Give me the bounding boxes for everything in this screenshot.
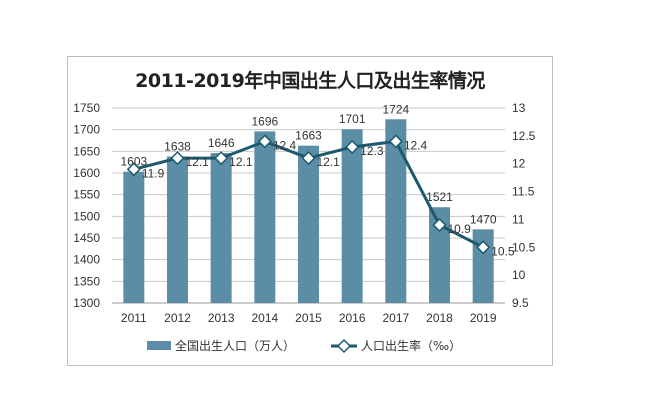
y-left-tick: 1700 xyxy=(73,123,100,137)
y-right-tick: 11 xyxy=(512,212,525,226)
y-left-tick: 1550 xyxy=(73,188,100,202)
bar-data-label: 1724 xyxy=(382,102,409,116)
y-right-tick: 12 xyxy=(512,157,526,171)
rate-marker xyxy=(126,162,141,177)
bar xyxy=(341,129,363,303)
bar xyxy=(167,156,188,303)
bar-data-label: 1603 xyxy=(120,155,147,169)
bar xyxy=(385,119,407,304)
x-tick: 2013 xyxy=(208,311,235,325)
x-tick: 2016 xyxy=(339,311,366,325)
legend-diamond-icon xyxy=(336,338,352,354)
rate-marker xyxy=(214,151,229,166)
bar xyxy=(123,171,145,303)
bar xyxy=(254,131,276,303)
legend-line-label: 人口出生率（‰） xyxy=(361,338,461,353)
bar-data-label: 1663 xyxy=(295,129,322,143)
rate-marker xyxy=(388,134,403,149)
rate-marker xyxy=(476,240,491,255)
rate-marker xyxy=(345,139,360,155)
bar-data-label: 1470 xyxy=(470,212,497,226)
y-right-tick: 9.5 xyxy=(512,296,529,310)
x-tick: 2012 xyxy=(164,311,191,325)
rate-marker xyxy=(301,151,316,166)
chart-frame xyxy=(67,56,553,366)
rate-data-label: 12.1 xyxy=(186,155,210,169)
y-left-tick: 1300 xyxy=(73,296,100,310)
bar xyxy=(429,207,450,303)
rate-data-label: 12.1 xyxy=(317,155,341,169)
rate-data-label: 12.4 xyxy=(404,138,428,152)
rate-data-label: 10.5 xyxy=(491,244,515,258)
y-right-tick: 10.5 xyxy=(512,240,536,254)
rate-data-label: 12.1 xyxy=(229,155,253,169)
y-left-tick: 1500 xyxy=(73,209,100,223)
y-left-tick: 1600 xyxy=(73,166,100,180)
x-tick: 2017 xyxy=(382,311,409,325)
rate-data-label: 10.9 xyxy=(448,222,472,236)
bar xyxy=(298,145,319,303)
x-tick: 2019 xyxy=(470,311,497,325)
y-right-tick: 10 xyxy=(512,268,526,282)
rate-data-label: 12.3 xyxy=(360,144,384,158)
y-left-tick: 1400 xyxy=(73,253,100,267)
x-tick: 2018 xyxy=(426,311,453,325)
x-tick: 2011 xyxy=(121,311,147,325)
bar-data-label: 1521 xyxy=(426,190,453,204)
x-tick: 2015 xyxy=(295,311,322,325)
y-left-tick: 1750 xyxy=(73,101,100,115)
bar-data-label: 1646 xyxy=(208,136,235,150)
legend-bar-swatch xyxy=(147,341,171,350)
rate-marker xyxy=(170,151,185,166)
rate-data-label: 11.9 xyxy=(142,166,165,180)
rate-data-label: 12.4 xyxy=(273,138,297,152)
y-right-tick: 12.5 xyxy=(512,129,536,143)
bar-data-label: 1696 xyxy=(251,114,278,128)
y-left-tick: 1350 xyxy=(73,274,100,288)
rate-marker xyxy=(432,217,447,233)
bar xyxy=(210,153,232,303)
y-right-tick: 13 xyxy=(512,101,526,115)
y-left-tick: 1650 xyxy=(73,144,100,158)
x-tick: 2014 xyxy=(251,311,278,325)
legend-bar-label: 全国出生人口（万人） xyxy=(175,338,295,353)
y-left-tick: 1450 xyxy=(73,231,100,245)
bar-data-label: 1638 xyxy=(164,140,191,154)
y-right-tick: 11.5 xyxy=(512,185,535,199)
chart-title: 2011-2019年中国出生人口及出生率情况 xyxy=(135,70,485,92)
rate-marker xyxy=(257,134,272,149)
bar-data-label: 1701 xyxy=(339,112,366,126)
